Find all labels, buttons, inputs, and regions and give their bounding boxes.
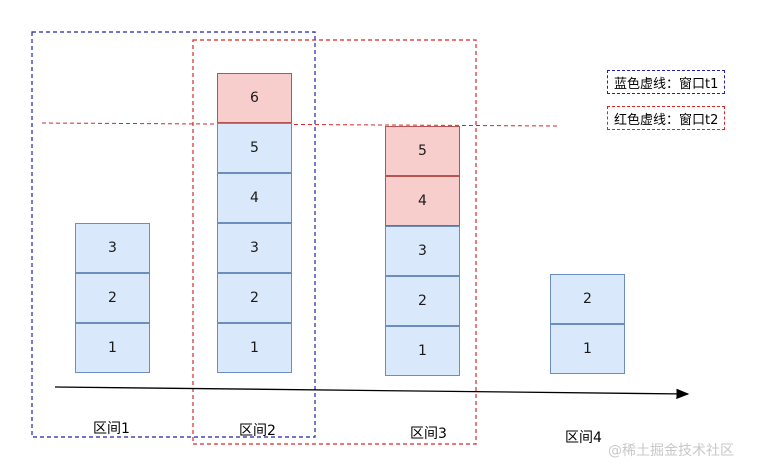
window-t1-box	[31, 31, 316, 438]
interval-label-3: 区间3	[410, 426, 447, 442]
window-t2-box	[192, 39, 477, 445]
legend-window-t1: 蓝色虚线：窗口t1	[607, 70, 726, 94]
interval-2-block-6: 6	[217, 73, 292, 123]
interval-3-block-3: 3	[385, 226, 460, 276]
interval-3-block-5: 5	[385, 126, 460, 176]
interval-2-block-5: 5	[217, 123, 292, 173]
interval-1-block-1: 1	[75, 323, 150, 373]
interval-1-block-2: 2	[75, 273, 150, 323]
interval-2-block-4: 4	[217, 173, 292, 223]
interval-2-block-1: 1	[217, 323, 292, 373]
watermark: @稀土掘金技术社区	[608, 443, 734, 459]
interval-2-block-2: 2	[217, 273, 292, 323]
interval-2-block-3: 3	[217, 223, 292, 273]
legend-window-t2: 红色虚线：窗口t2	[607, 106, 726, 130]
interval-3-block-1: 1	[385, 326, 460, 376]
interval-4-block-2: 2	[550, 274, 625, 324]
interval-label-1: 区间1	[93, 421, 130, 437]
interval-4-block-1: 1	[550, 324, 625, 374]
interval-label-2: 区间2	[239, 423, 276, 439]
interval-3-block-4: 4	[385, 176, 460, 226]
interval-1-block-3: 3	[75, 223, 150, 273]
threshold-line	[41, 122, 558, 127]
time-axis-arrow	[54, 386, 690, 400]
interval-3-block-2: 2	[385, 276, 460, 326]
interval-label-4: 区间4	[565, 430, 602, 446]
